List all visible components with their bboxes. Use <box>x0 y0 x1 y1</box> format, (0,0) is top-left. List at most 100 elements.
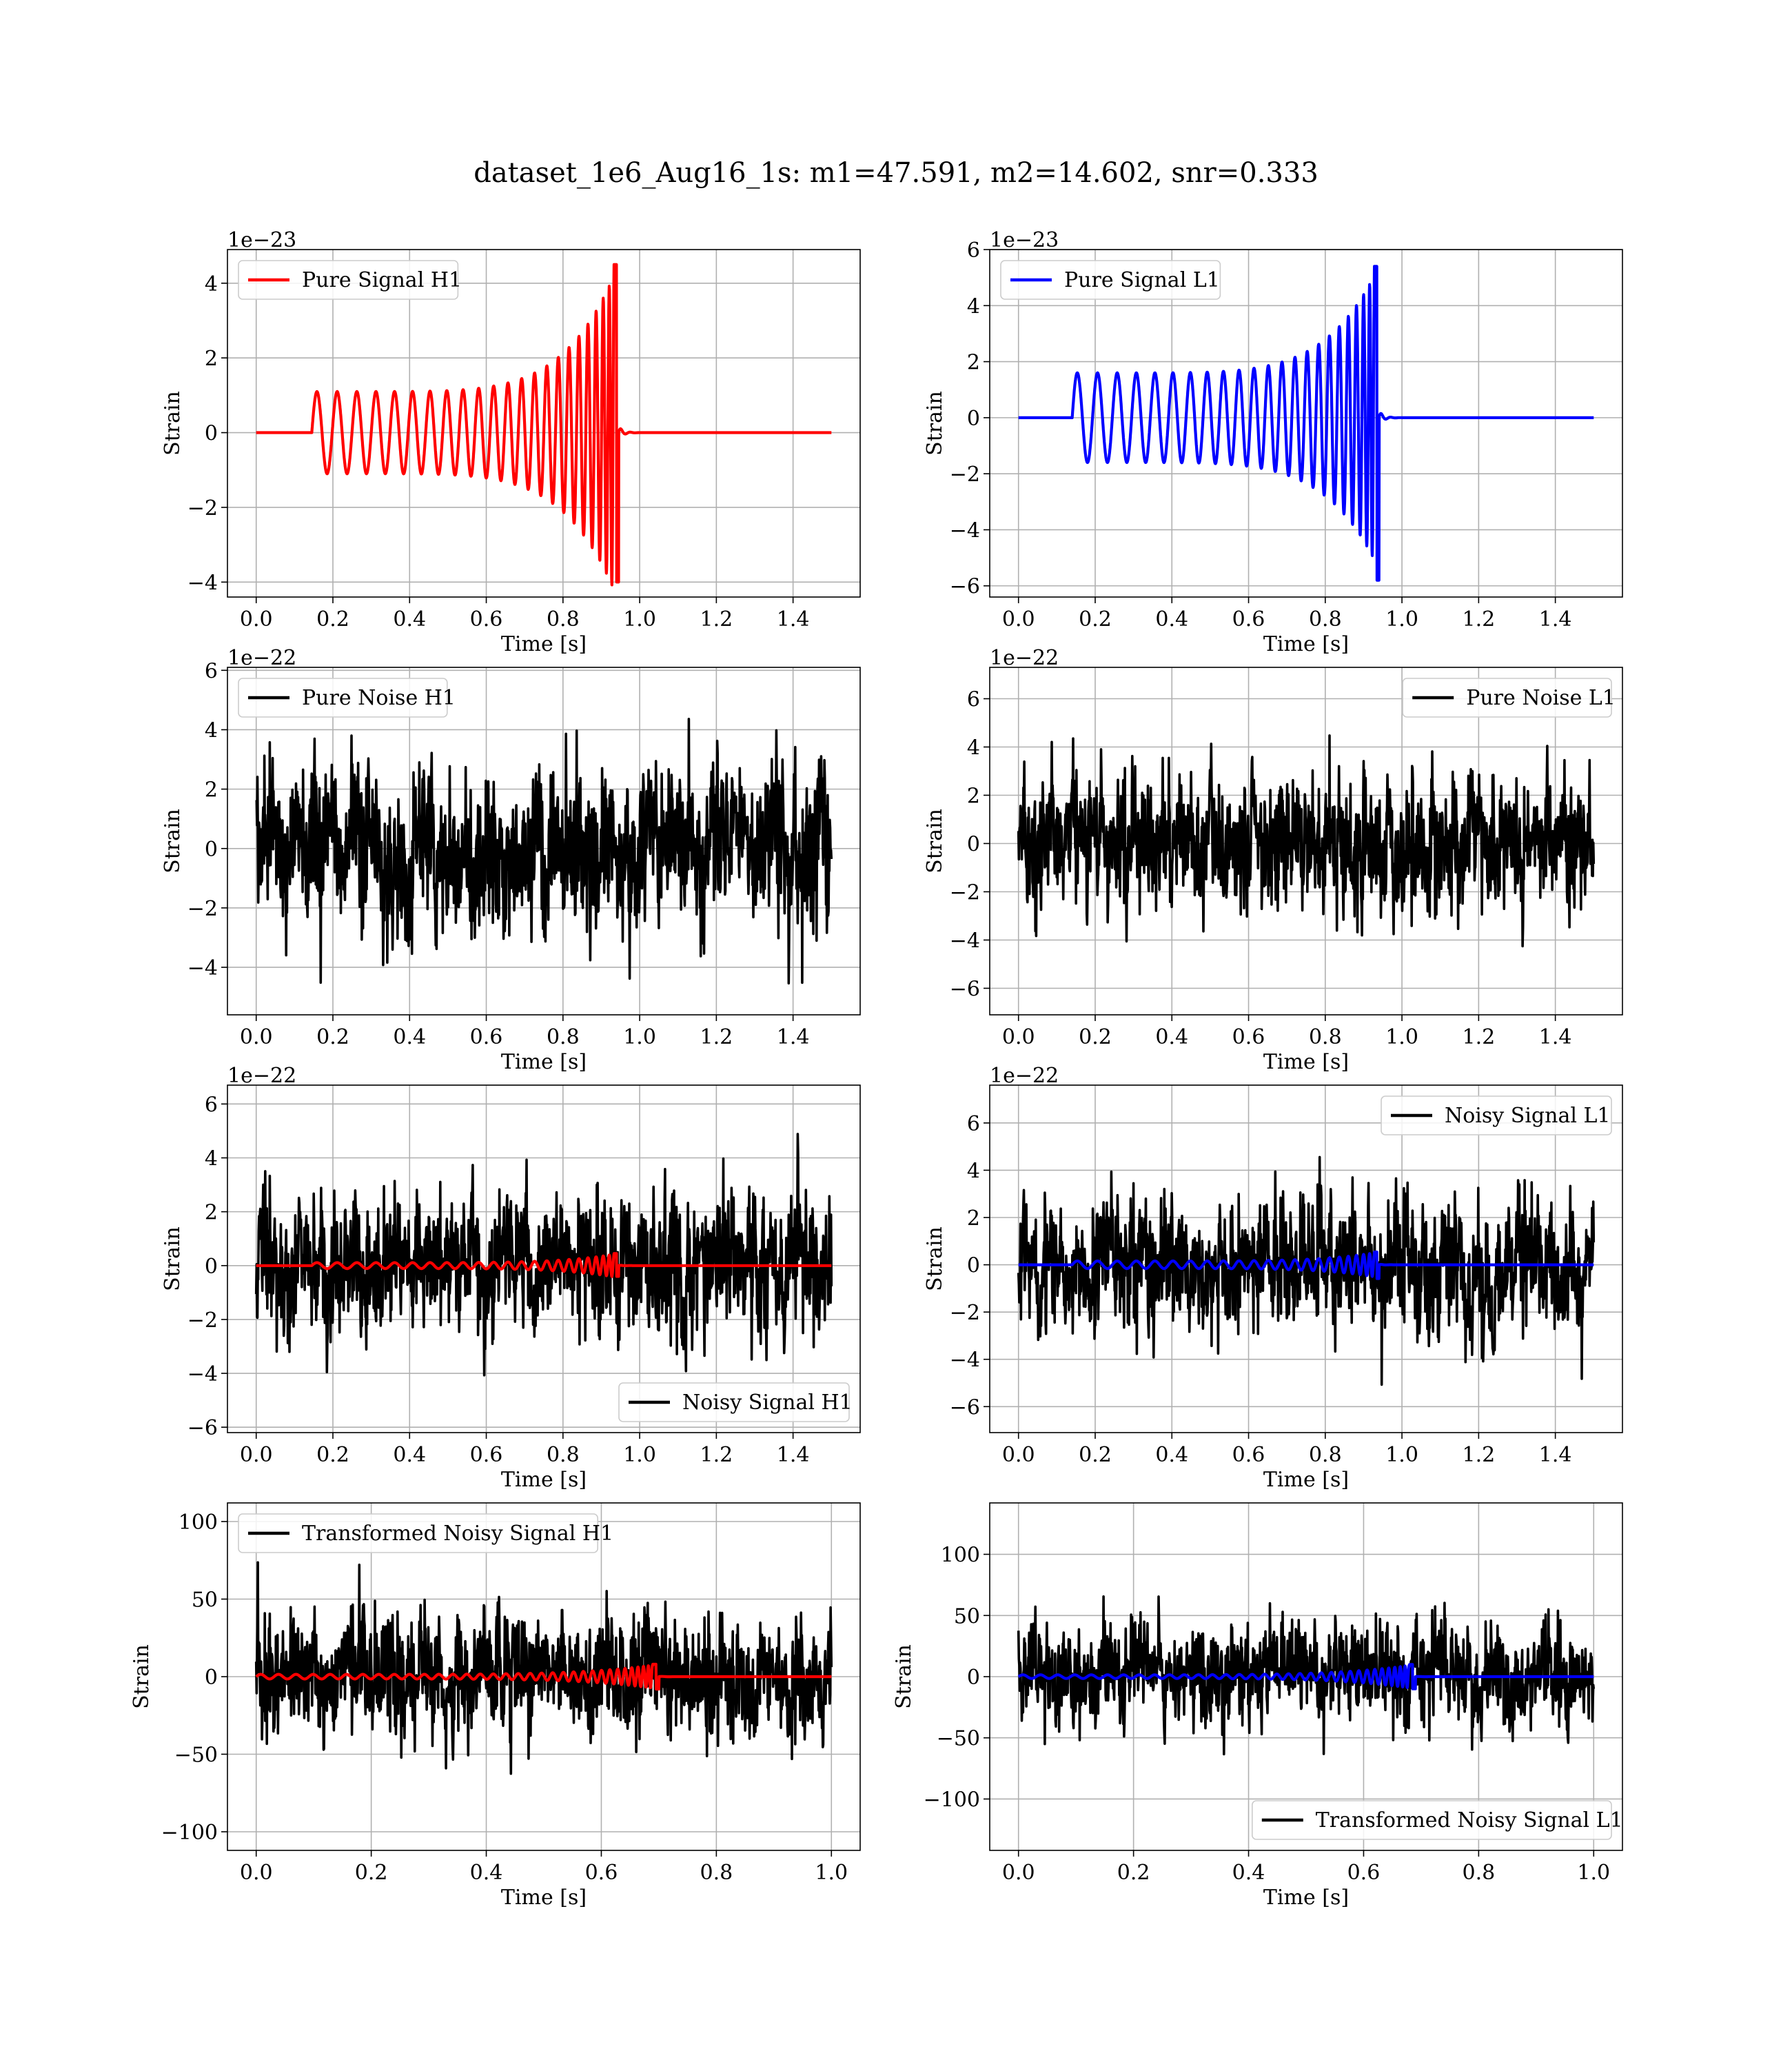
legend-label: Pure Signal L1 <box>1064 268 1220 292</box>
y-tick-label: 0 <box>967 1666 980 1690</box>
x-tick-label: 0.4 <box>1232 1861 1265 1885</box>
y-tick-label: 50 <box>192 1588 218 1613</box>
axes-frame <box>227 667 861 1016</box>
x-tick-label: 0.2 <box>316 607 349 632</box>
offset-text: 1e−22 <box>990 646 1059 670</box>
series-line-signal <box>1017 1251 1595 1280</box>
x-tick-label: 0.2 <box>316 1025 349 1049</box>
y-axis-label: Strain <box>130 1644 154 1709</box>
x-tick-label: 1.0 <box>623 607 656 632</box>
legend-label: Transformed Noisy Signal H1 <box>302 1522 613 1546</box>
y-tick-label: 0 <box>205 1255 218 1279</box>
x-tick-label: 0.0 <box>1002 1025 1035 1049</box>
x-tick-label: 1.2 <box>700 1025 733 1049</box>
x-tick-label: 0.6 <box>1232 1443 1265 1467</box>
y-axis-label: Strain <box>161 809 185 873</box>
y-tick-label: 0 <box>967 407 980 431</box>
axes-frame <box>227 1084 861 1433</box>
y-axis-label: Strain <box>923 809 947 873</box>
series-group <box>254 1561 833 1775</box>
legend: Pure Noise L1 <box>1402 678 1616 718</box>
x-axis-label: Time [s] <box>1263 1886 1349 1910</box>
y-axis-label: Strain <box>161 391 185 456</box>
y-tick-label: 2 <box>205 347 218 371</box>
offset-text: 1e−22 <box>990 1064 1059 1088</box>
x-axis-label: Time [s] <box>1263 1050 1349 1074</box>
x-tick-label: 1.4 <box>1539 1025 1572 1049</box>
x-tick-label: 0.8 <box>1309 1025 1342 1049</box>
y-axis-label: Strain <box>923 391 947 456</box>
y-tick-label: 4 <box>967 1159 980 1183</box>
x-axis-label: Time [s] <box>501 632 587 656</box>
x-tick-label: 0.0 <box>1002 607 1035 632</box>
y-tick-label: −50 <box>937 1727 980 1751</box>
x-tick-label: 0.0 <box>1002 1861 1035 1885</box>
y-tick-label: −4 <box>187 956 218 980</box>
subplot-pure-signal-l1: 0.0 0.2 0.4 0.6 0.8 1.0 1.2 1.4 −6 −4 −2 0 2 4 6 Time [… <box>923 228 1623 656</box>
legend: Noisy Signal H1 <box>618 1382 853 1422</box>
legend: Pure Noise H1 <box>238 678 456 718</box>
y-tick-label: 6 <box>967 239 980 263</box>
legend-box <box>618 1382 850 1422</box>
legend-label: Noisy Signal L1 <box>1445 1104 1610 1128</box>
y-tick-label: 6 <box>967 688 980 712</box>
x-axis-label: Time [s] <box>501 1468 587 1492</box>
x-tick-label: 0.0 <box>240 607 273 632</box>
series-group <box>1017 1155 1596 1386</box>
x-tick-label: 1.2 <box>1463 1025 1496 1049</box>
legend-box <box>238 678 448 718</box>
subplot-noisy-signal-l1: 0.0 0.2 0.4 0.6 0.8 1.0 1.2 1.4 −6 −4 −2 0 2 4 6 Time [… <box>923 1064 1623 1492</box>
x-axis-label: Time [s] <box>501 1886 587 1910</box>
x-tick-label: 1.0 <box>1577 1861 1610 1885</box>
series-group <box>1017 1595 1596 1756</box>
series-line-signal <box>1017 1663 1595 1690</box>
x-tick-label: 1.0 <box>815 1861 848 1885</box>
legend-label: Pure Noise H1 <box>302 686 456 710</box>
x-tick-label: 0.0 <box>240 1861 273 1885</box>
y-tick-label: 6 <box>967 1112 980 1136</box>
subplot-transformed-noisy-signal-l1: 0.0 0.2 0.4 0.6 0.8 1.0 −100 −50 0 50 100 Time [s] S… <box>892 1502 1623 1910</box>
x-tick-label: 0.8 <box>1463 1861 1496 1885</box>
series-group <box>254 1133 833 1377</box>
x-tick-label: 0.2 <box>1117 1861 1150 1885</box>
x-tick-label: 0.4 <box>1155 1025 1188 1049</box>
y-tick-label: 100 <box>179 1511 218 1535</box>
y-tick-label: 6 <box>205 1093 218 1117</box>
offset-text: 1e−22 <box>227 646 296 670</box>
x-tick-label: 1.2 <box>1463 607 1496 632</box>
x-tick-label: 1.2 <box>700 1443 733 1467</box>
x-tick-label: 1.2 <box>700 607 733 632</box>
y-tick-label: 6 <box>205 659 218 683</box>
y-tick-label: 4 <box>205 718 218 742</box>
x-tick-label: 1.0 <box>623 1443 656 1467</box>
y-axis-label: Strain <box>892 1644 916 1709</box>
series-line-noise <box>1017 1155 1596 1386</box>
series-line-noise <box>255 718 833 984</box>
x-tick-label: 0.6 <box>1232 607 1265 632</box>
x-tick-label: 0.0 <box>1002 1443 1035 1467</box>
y-axis-label: Strain <box>923 1226 947 1291</box>
y-tick-label: 2 <box>205 1201 218 1225</box>
x-tick-label: 0.0 <box>240 1443 273 1467</box>
series-line-noise <box>1017 734 1596 948</box>
legend: Pure Signal H1 <box>238 260 462 300</box>
series-group <box>255 263 833 587</box>
series-line-signal <box>1017 265 1595 582</box>
y-tick-label: 2 <box>967 1206 980 1231</box>
legend-box <box>238 1513 599 1553</box>
subplot-pure-noise-l1: 0.0 0.2 0.4 0.6 0.8 1.0 1.2 1.4 −6 −4 −2 0 2 4 6 Time [… <box>923 646 1623 1074</box>
subplot-pure-noise-h1: 0.0 0.2 0.4 0.6 0.8 1.0 1.2 1.4 −4 −2 0 2 4 6 Time [s]… <box>161 646 861 1074</box>
series-line-noise <box>1017 1595 1596 1756</box>
x-tick-label: 0.8 <box>1309 607 1342 632</box>
y-tick-label: −4 <box>187 1362 218 1386</box>
x-tick-label: 0.6 <box>1232 1025 1265 1049</box>
x-tick-label: 0.8 <box>547 607 580 632</box>
series-group <box>1017 265 1595 582</box>
y-axis-label: Strain <box>161 1226 185 1291</box>
plot-area <box>990 250 1622 597</box>
y-tick-label: −2 <box>950 1301 980 1325</box>
series-line-noise <box>254 1133 833 1377</box>
y-tick-label: −4 <box>950 518 980 543</box>
offset-text: 1e−23 <box>990 228 1059 252</box>
